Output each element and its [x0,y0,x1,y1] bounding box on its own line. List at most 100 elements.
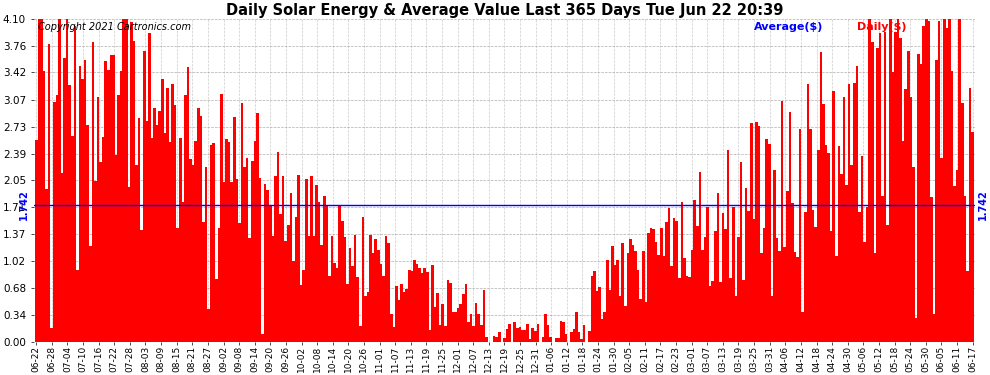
Bar [742,280,744,342]
Bar [282,176,284,342]
Bar [627,253,630,342]
Bar [210,145,213,342]
Bar [442,304,444,342]
Bar [48,44,50,342]
Bar [750,123,752,342]
Bar [899,38,902,342]
Bar [493,336,495,342]
Bar [853,83,855,342]
Bar [405,290,408,342]
Bar [778,251,781,342]
Bar [148,33,150,342]
Bar [933,315,936,342]
Bar [680,202,683,342]
Bar [740,162,742,342]
Bar [773,170,776,342]
Bar [942,19,945,342]
Bar [662,256,665,342]
Bar [353,235,356,342]
Bar [78,66,81,342]
Bar [264,184,266,342]
Bar [624,306,627,342]
Bar [205,166,207,342]
Bar [120,72,123,342]
Bar [439,325,442,342]
Bar [876,48,879,342]
Bar [955,170,958,342]
Bar [158,111,161,342]
Bar [709,286,712,342]
Bar [534,331,537,342]
Bar [838,146,841,342]
Bar [351,266,353,342]
Bar [266,190,269,342]
Bar [652,229,654,342]
Bar [361,217,364,342]
Bar [828,153,830,342]
Bar [763,228,765,342]
Bar [945,28,948,342]
Bar [130,22,133,342]
Bar [437,292,439,342]
Bar [752,219,755,342]
Bar [451,312,454,342]
Bar [171,84,174,342]
Bar [776,238,778,342]
Bar [519,327,521,342]
Bar [464,284,467,342]
Bar [820,52,822,342]
Bar [915,318,918,342]
Bar [719,282,722,342]
Bar [596,291,598,342]
Bar [575,312,578,342]
Bar [572,329,575,342]
Bar [323,196,326,342]
Bar [630,238,632,342]
Bar [336,268,339,342]
Bar [258,178,261,342]
Bar [963,196,966,342]
Bar [635,251,637,342]
Bar [326,205,329,342]
Bar [403,292,405,342]
Bar [279,214,282,342]
Bar [841,174,842,342]
Bar [675,221,678,342]
Bar [802,312,804,342]
Bar [269,205,271,342]
Bar [133,41,136,342]
Bar [411,272,413,342]
Bar [699,172,701,342]
Bar [923,26,925,342]
Bar [308,236,310,342]
Bar [619,296,622,342]
Bar [622,243,624,342]
Bar [244,167,246,342]
Bar [918,54,920,342]
Bar [50,328,52,342]
Bar [886,225,889,342]
Text: Daily($): Daily($) [857,22,907,32]
Bar [714,231,717,342]
Bar [938,21,940,342]
Bar [706,207,709,342]
Bar [271,236,274,342]
Bar [184,95,187,342]
Bar [456,308,459,342]
Bar [387,243,390,342]
Bar [727,150,730,342]
Bar [794,252,796,342]
Bar [931,197,933,342]
Bar [253,141,256,342]
Bar [136,165,138,342]
Bar [549,337,552,342]
Bar [226,139,228,342]
Bar [925,19,928,342]
Bar [907,51,910,342]
Bar [174,105,176,342]
Bar [43,72,46,342]
Bar [359,327,361,342]
Bar [588,331,591,342]
Bar [691,250,693,342]
Bar [717,193,719,342]
